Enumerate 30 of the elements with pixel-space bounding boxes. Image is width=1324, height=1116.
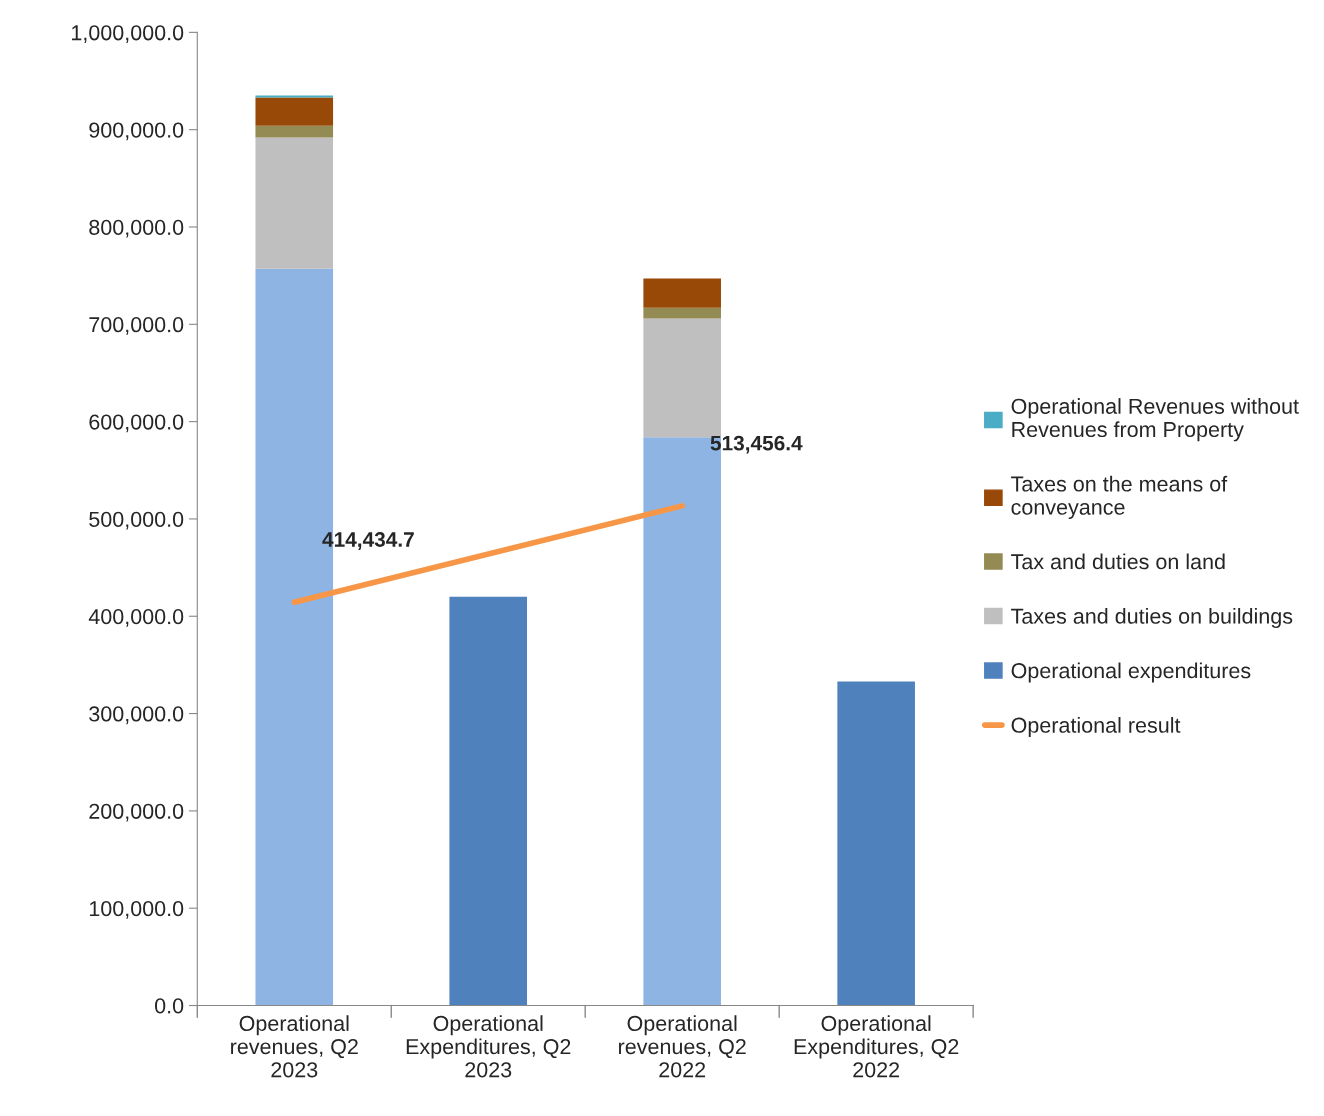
x-tick-label: Operational Expenditures, Q2 2022: [794, 1015, 959, 1078]
data-label: 513,456.4: [710, 435, 803, 454]
x-tick-label: Operational Expenditures, Q2 2023: [406, 1015, 571, 1078]
x-tick-label: Operational revenues, Q2 2023: [231, 1015, 358, 1078]
legend-label: Tax and duties on land: [1011, 553, 1225, 570]
y-tick-label: 400,000.0: [88, 609, 184, 627]
y-tick-label: 500,000.0: [89, 511, 184, 530]
y-tick-label: 300,000.0: [89, 706, 184, 725]
bar: [643, 307, 721, 319]
y-tick-label: 800,000.0: [89, 219, 184, 238]
y-tick-label: 700,000.0: [89, 317, 184, 335]
bar: [255, 137, 334, 269]
bar: [255, 125, 334, 138]
legend-label: Operational expenditures: [1011, 662, 1251, 683]
y-tick-label: 1,000,000.0: [72, 25, 184, 43]
y-tick-label: 0.0: [155, 998, 184, 1014]
legend-label: Taxes and duties on buildings: [1011, 608, 1293, 629]
y-tick-label: 100,000.0: [89, 900, 184, 919]
bar: [449, 596, 528, 1006]
y-tick-label: 200,000.0: [89, 803, 184, 822]
y-tick-label: 900,000.0: [89, 122, 184, 141]
data-label: 414,434.7: [322, 532, 414, 550]
bar: [837, 681, 915, 1006]
x-tick-label: Operational revenues, Q2 2022: [619, 1015, 746, 1078]
legend-label: Operational result: [1011, 717, 1181, 738]
y-tick-label: 600,000.0: [89, 414, 184, 433]
legend-label: Operational Revenues without Revenues from Property: [1011, 398, 1299, 442]
bar: [255, 97, 334, 126]
bar: [643, 278, 721, 308]
legend-label: Taxes on the means of conveyance: [1011, 475, 1228, 520]
